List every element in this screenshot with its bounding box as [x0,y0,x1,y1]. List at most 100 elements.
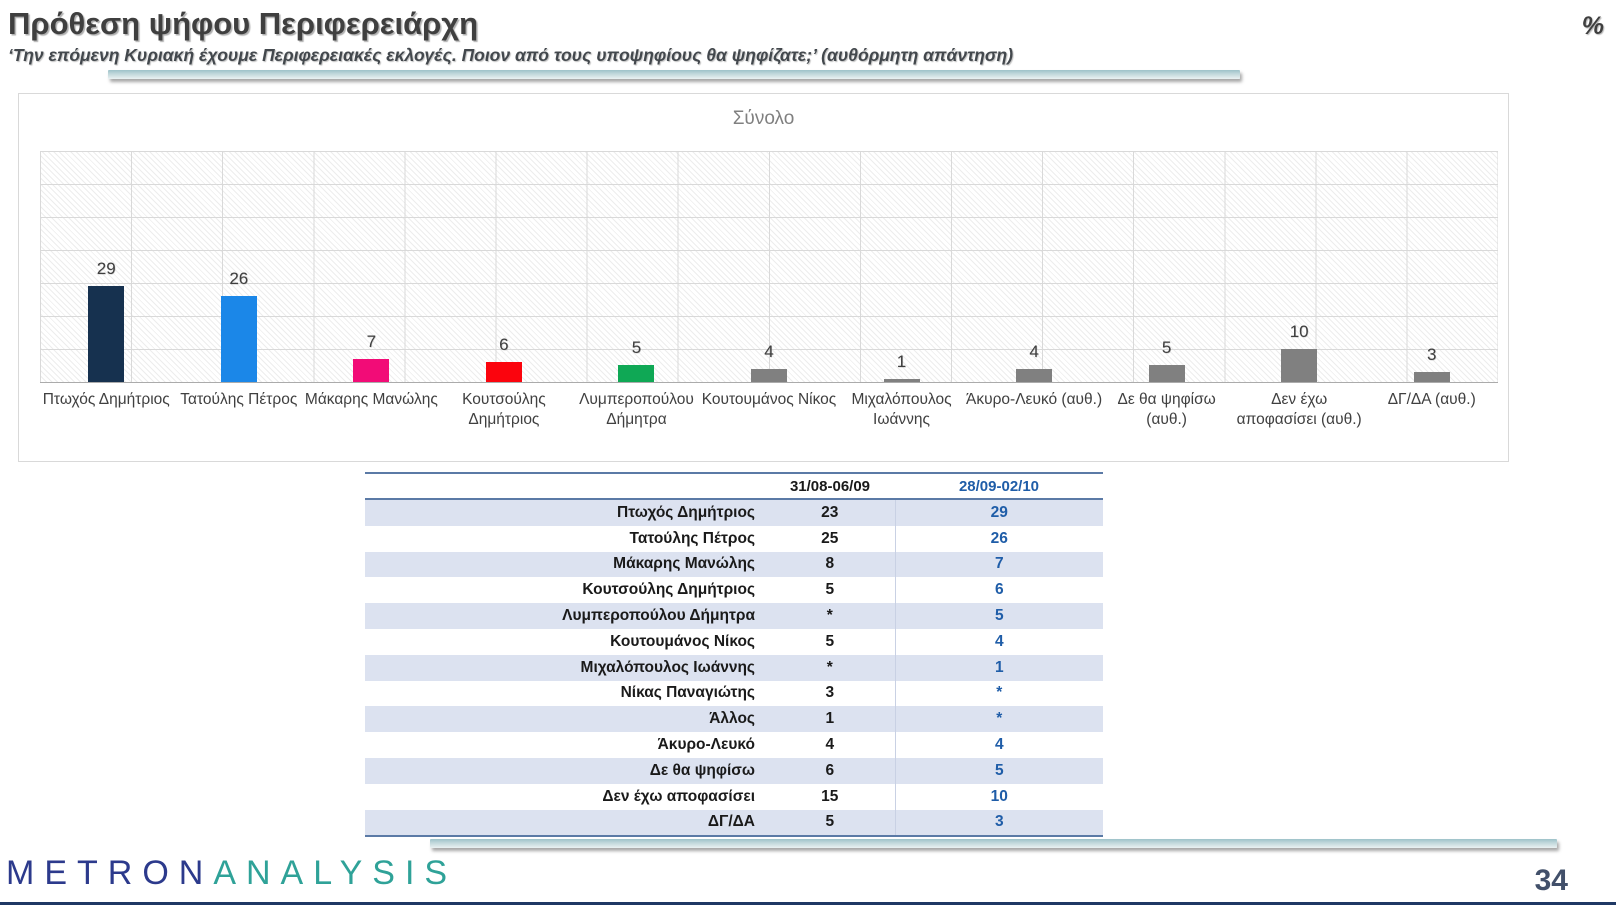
row-value-period-2: 5 [894,757,1103,784]
page-number: 34 [1534,864,1568,897]
row-value-period-1: * [826,658,833,676]
row-value-period-1: 3 [825,684,835,702]
table-row: Κουτουμάνος Νίκος 5 4 [365,628,1103,655]
table-row: Μιχαλόπουλος Ιωάννης * 1 [365,654,1103,681]
row-value-period-1: 25 [821,529,839,547]
bar-9 [1281,349,1318,382]
poll-table-body: Πτωχός Δημήτριος 23 29 Τατούλης Πέτρος 25 26 Μ… [365,499,1103,837]
bar-value-3: 6 [499,335,509,354]
row-value-period-2: 10 [894,783,1103,810]
table-header-empty [365,473,765,500]
row-label: Πτωχός Δημήτριος [617,503,755,521]
table-row: Μάκαρης Μανώλης 8 7 [365,551,1103,578]
category-label-0: Πτωχός Δημήτριος [42,391,170,408]
row-value-period-1: 8 [825,555,835,573]
category-label-9: Δεν έχω αποφασίσει (αυθ.) [1236,391,1362,428]
bar-value-2: 7 [366,332,377,351]
table-header-period-2: 28/09-02/10 [895,473,1103,500]
category-label-2: Μάκαρης Μανώλης [304,391,438,408]
bar-value-9: 10 [1289,322,1309,341]
chart-panel-title: Σύνολο [732,108,795,129]
bar-6 [883,379,920,382]
bar-value-1: 26 [229,269,249,288]
accent-bar-top [108,70,1240,79]
accent-bar-bottom [430,839,1557,848]
bar-1 [220,296,257,382]
bar-value-7: 4 [1029,342,1039,361]
row-label: Μάκαρης Μανώλης [613,555,755,573]
table-header-period-1: 31/08-06/09 [765,473,895,500]
category-label-3: Κουτσούλης Δημήτριος [462,391,546,428]
row-value-period-2: 4 [894,732,1103,758]
bar-8 [1148,365,1185,382]
bar-value-10: 3 [1426,345,1437,364]
row-label: Νίκας Παναγιώτης [620,684,755,702]
row-value-period-2: 7 [894,551,1103,578]
table-row: Πτωχός Δημήτριος 23 29 [365,499,1103,526]
row-value-period-1: 15 [821,787,839,805]
row-value-period-1: 4 [825,736,835,754]
poll-table: 31/08-06/09 28/09-02/10 Πτωχός Δημήτριος… [365,472,1103,838]
logo-metron-text: METRON [6,854,214,892]
row-label: Άλλος [709,710,755,728]
table-header-row: 31/08-06/09 28/09-02/10 [365,473,1103,500]
row-value-period-2: 3 [894,809,1103,837]
category-label-7: Άκυρο-Λευκό (αυθ.) [966,391,1103,408]
bar-chart-panel: Σύνολο 29 26 7 6 5 4 1 4 5 10 3 Πτωχός Δημήτριος Τα… [18,93,1509,462]
table-row: Λυμπεροπούλου Δήμητρα * 5 [365,603,1103,629]
row-value-period-1: 5 [825,813,835,831]
table-row: Νίκας Παναγιώτης 3 * [365,680,1103,707]
row-label: Κουτσούλης Δημήτριος [582,581,755,599]
logo-analysis-text: ANALYSIS [213,854,458,892]
category-label-8: Δε θα ψηφίσω (αυθ.) [1117,391,1216,428]
row-value-period-2: 6 [894,577,1103,604]
page-title: Πρόθεση ψήφου Περιφερειάρχη [8,6,479,41]
row-label: Δε θα ψηφίσω [649,761,755,779]
bar-5 [751,369,787,382]
table-row: Τατούλης Πέτρος 25 26 [365,525,1103,552]
table-row: Δε θα ψηφίσω 6 5 [365,757,1103,784]
row-label: Κουτουμάνος Νίκος [610,632,755,650]
row-label: Λυμπεροπούλου Δήμητρα [562,607,755,625]
row-label: Μιχαλόπουλος Ιωάννης [580,658,755,676]
table-row: Άκυρο-Λευκό 4 4 [365,732,1103,758]
category-label-1: Τατούλης Πέτρος [180,391,298,408]
bottom-rule [0,902,1616,905]
row-label: Δεν έχω αποφασίσει [602,787,755,805]
row-label: Άκυρο-Λευκό [657,736,755,754]
row-value-period-2: 5 [894,603,1103,629]
bar-3 [485,362,522,382]
bar-value-4: 5 [631,338,642,357]
row-value-period-1: 23 [821,503,839,521]
row-value-period-1: * [826,607,833,625]
bar-value-0: 29 [96,259,116,278]
bar-value-5: 4 [764,342,774,361]
row-label: ΔΓ/ΔΑ [707,813,755,831]
table-row: Δεν έχω αποφασίσει 15 10 [365,783,1103,810]
bar-value-6: 1 [896,352,907,371]
bar-4 [618,365,655,382]
bar-0 [88,286,125,382]
row-value-period-2: 26 [894,525,1103,552]
row-value-period-2: 4 [894,628,1103,655]
row-value-period-1: 5 [825,632,835,650]
row-value-period-2: * [894,706,1103,733]
category-label-10: ΔΓ/ΔΑ (αυθ.) [1387,391,1476,408]
row-value-period-1: 5 [825,581,835,599]
category-label-5: Κουτουμάνος Νίκος [701,391,837,408]
bar-2 [353,359,390,382]
survey-question-subtitle: ‘Την επόμενη Κυριακή έχουμε Περιφερειακέ… [8,45,1014,65]
row-value-period-1: 1 [825,710,835,728]
category-label-4: Λυμπεροπούλου Δήμητρα [579,391,694,428]
row-value-period-2: * [894,680,1103,707]
table-row: Κουτσούλης Δημήτριος 5 6 [365,577,1103,604]
category-labels: Πτωχός Δημήτριος Τατούλης Πέτρος Μάκαρης Μ… [40,390,1498,458]
row-value-period-2: 29 [894,499,1103,526]
category-label-6: Μιχαλόπουλος Ιωάννης [851,391,952,428]
table-row: Άλλος 1 * [365,706,1103,733]
percent-unit-label: % [1581,12,1604,40]
row-label: Τατούλης Πέτρος [629,529,756,547]
bar-10 [1413,372,1450,382]
bar-7 [1016,369,1053,382]
